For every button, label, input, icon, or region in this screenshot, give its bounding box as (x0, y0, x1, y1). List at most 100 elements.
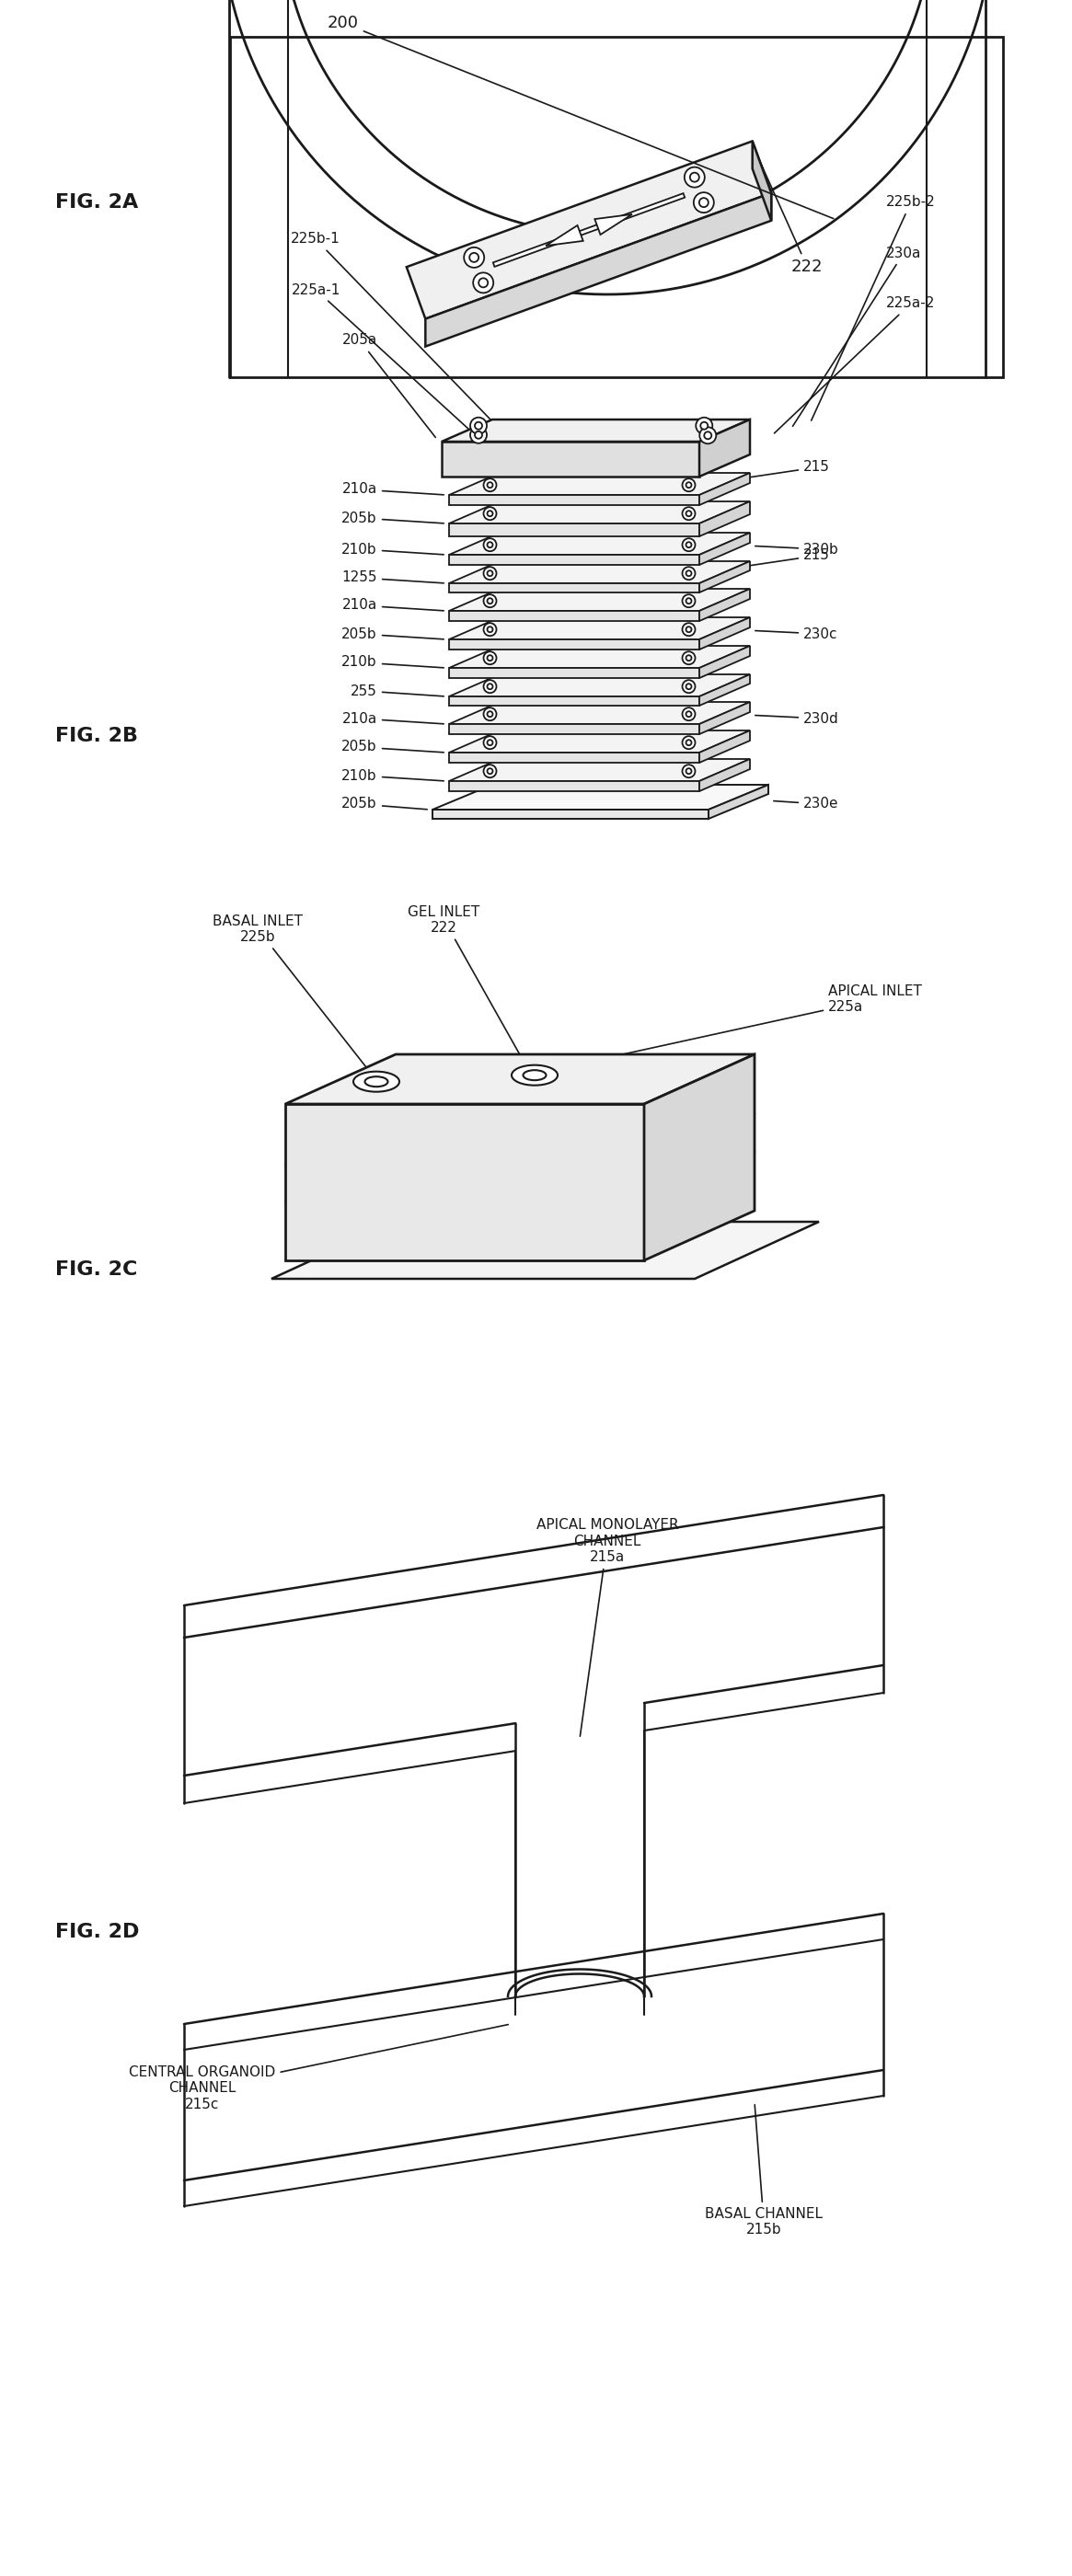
Polygon shape (449, 611, 699, 621)
Circle shape (483, 737, 496, 750)
Circle shape (483, 623, 496, 636)
Circle shape (483, 538, 496, 551)
Text: 210a: 210a (342, 598, 444, 613)
Polygon shape (442, 440, 699, 477)
Text: 210b: 210b (342, 544, 444, 556)
Text: 225a-1: 225a-1 (292, 283, 472, 433)
Polygon shape (699, 618, 750, 649)
Polygon shape (595, 214, 632, 234)
Text: 225b-1: 225b-1 (291, 232, 495, 425)
Circle shape (483, 765, 496, 778)
Polygon shape (449, 760, 750, 781)
Circle shape (475, 430, 482, 438)
Text: 255: 255 (351, 685, 444, 698)
Text: 210b: 210b (342, 654, 444, 670)
Ellipse shape (523, 1069, 546, 1079)
Ellipse shape (511, 1064, 557, 1084)
Polygon shape (699, 590, 750, 621)
Circle shape (488, 711, 493, 716)
Polygon shape (285, 1054, 755, 1105)
Circle shape (488, 541, 493, 549)
Circle shape (686, 626, 691, 631)
Circle shape (700, 428, 716, 443)
Circle shape (488, 683, 493, 690)
Polygon shape (406, 142, 771, 319)
Polygon shape (449, 502, 750, 523)
Polygon shape (432, 809, 709, 819)
Text: GEL INLET
222: GEL INLET 222 (408, 904, 526, 1066)
Text: 210a: 210a (342, 482, 444, 497)
Text: 205b: 205b (342, 510, 444, 526)
Circle shape (686, 711, 691, 716)
Ellipse shape (354, 1072, 400, 1092)
Ellipse shape (364, 1077, 388, 1087)
Circle shape (682, 538, 695, 551)
Text: FIG. 2C: FIG. 2C (56, 1260, 137, 1278)
Circle shape (483, 708, 496, 721)
Circle shape (686, 739, 691, 744)
Circle shape (471, 417, 487, 433)
Text: 230b: 230b (756, 544, 839, 556)
Circle shape (694, 193, 714, 214)
Circle shape (684, 167, 704, 188)
Text: 225a-2: 225a-2 (774, 296, 935, 433)
Polygon shape (449, 781, 699, 791)
Text: 230a: 230a (792, 247, 922, 425)
Bar (230, 36, 1003, 376)
Circle shape (686, 654, 691, 659)
Circle shape (464, 247, 485, 268)
Circle shape (686, 482, 691, 487)
Circle shape (682, 737, 695, 750)
Text: APICAL INLET
225a: APICAL INLET 225a (551, 984, 922, 1069)
Circle shape (686, 569, 691, 577)
Circle shape (488, 768, 493, 773)
Polygon shape (699, 502, 750, 536)
Polygon shape (449, 667, 699, 677)
Polygon shape (271, 1221, 819, 1278)
Text: 215: 215 (723, 461, 830, 482)
Circle shape (686, 683, 691, 690)
Circle shape (686, 768, 691, 773)
Circle shape (473, 273, 493, 294)
Text: 230d: 230d (756, 711, 839, 726)
Circle shape (699, 198, 709, 206)
Circle shape (483, 595, 496, 608)
Text: 222: 222 (758, 157, 823, 276)
Polygon shape (442, 420, 750, 440)
Circle shape (488, 569, 493, 577)
Polygon shape (449, 495, 699, 505)
Circle shape (471, 428, 487, 443)
Polygon shape (699, 732, 750, 762)
Text: 225b-2: 225b-2 (812, 196, 936, 420)
Text: CENTRAL ORGANOID
CHANNEL
215c: CENTRAL ORGANOID CHANNEL 215c (129, 2025, 508, 2112)
Polygon shape (699, 675, 750, 706)
Polygon shape (449, 523, 699, 536)
Circle shape (682, 680, 695, 693)
Polygon shape (432, 786, 769, 809)
Text: 205b: 205b (342, 796, 427, 811)
Polygon shape (709, 786, 769, 819)
Circle shape (488, 510, 493, 515)
Circle shape (483, 567, 496, 580)
Polygon shape (449, 675, 750, 696)
Polygon shape (699, 701, 750, 734)
Circle shape (475, 422, 482, 430)
Polygon shape (449, 647, 750, 667)
Polygon shape (644, 1054, 755, 1260)
Polygon shape (546, 224, 583, 245)
Circle shape (483, 652, 496, 665)
Circle shape (488, 654, 493, 659)
Polygon shape (449, 639, 699, 649)
Polygon shape (449, 701, 750, 724)
Polygon shape (699, 760, 750, 791)
Text: 205b: 205b (342, 626, 444, 641)
Polygon shape (449, 562, 750, 582)
Polygon shape (449, 618, 750, 639)
Text: 215: 215 (723, 549, 830, 569)
Text: 210b: 210b (342, 768, 444, 783)
Text: BASAL CHANNEL
215b: BASAL CHANNEL 215b (705, 2105, 822, 2236)
Polygon shape (449, 533, 750, 554)
Text: 205a: 205a (342, 332, 435, 438)
Circle shape (488, 739, 493, 744)
Polygon shape (449, 732, 750, 752)
